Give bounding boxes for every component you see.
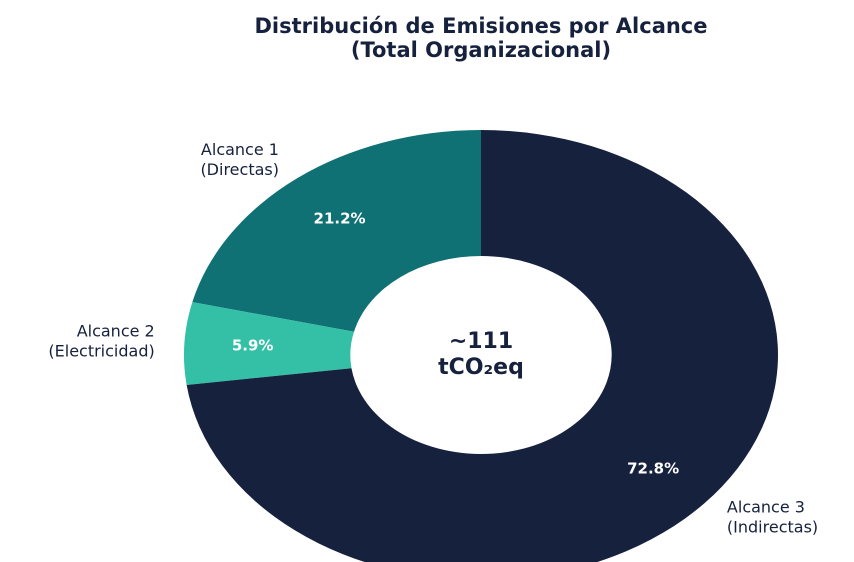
- category-label: (Directas): [200, 160, 279, 179]
- category-label: Alcance 2: [77, 322, 155, 341]
- wedge: [183, 302, 354, 385]
- center-text: tCO₂eq: [438, 355, 524, 380]
- category-label: (Electricidad): [48, 342, 154, 361]
- category-label: Alcance 3: [727, 497, 805, 516]
- chart-title: (Total Organizacional): [351, 38, 611, 62]
- wedge: [186, 130, 778, 562]
- center-text: ~111: [449, 329, 513, 354]
- chart-title: Distribución de Emisiones por Alcance: [254, 14, 707, 38]
- value-label: 5.9%: [232, 337, 274, 355]
- category-label: (Indirectas): [727, 517, 818, 536]
- wedge: [192, 130, 481, 332]
- value-label: 21.2%: [314, 209, 366, 227]
- value-label: 72.8%: [627, 460, 679, 478]
- category-label: Alcance 1: [201, 140, 279, 159]
